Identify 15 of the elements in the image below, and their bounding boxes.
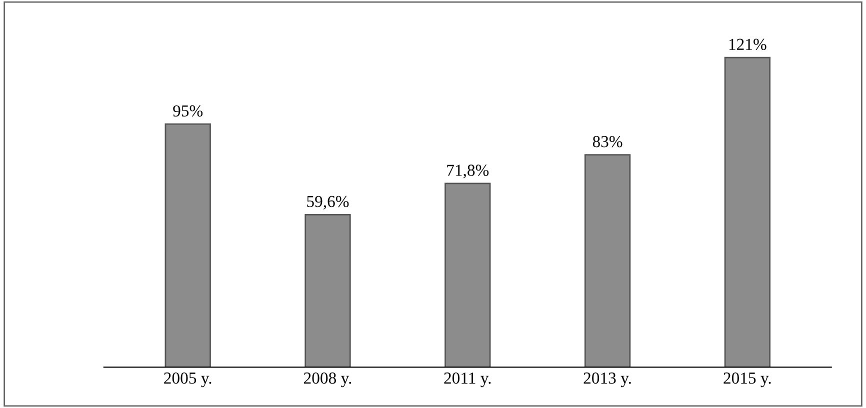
data-label: 59,6% (307, 196, 349, 210)
x-tick-label: 2005 y. (164, 372, 212, 388)
data-label: 95% (173, 105, 203, 117)
bar (724, 56, 770, 368)
x-tick-label: 2008 y. (304, 372, 352, 388)
bar (164, 123, 211, 368)
x-tick-label: 2013 y. (584, 372, 631, 388)
bar (444, 182, 491, 368)
data-label: 121% (729, 38, 766, 50)
bar (584, 154, 631, 368)
x-tick-label: 2011 y. (444, 372, 491, 388)
data-label: 71,8% (447, 164, 489, 178)
bar (304, 214, 351, 368)
data-label: 83% (592, 136, 622, 148)
x-tick-label: 2015 y. (724, 372, 771, 388)
